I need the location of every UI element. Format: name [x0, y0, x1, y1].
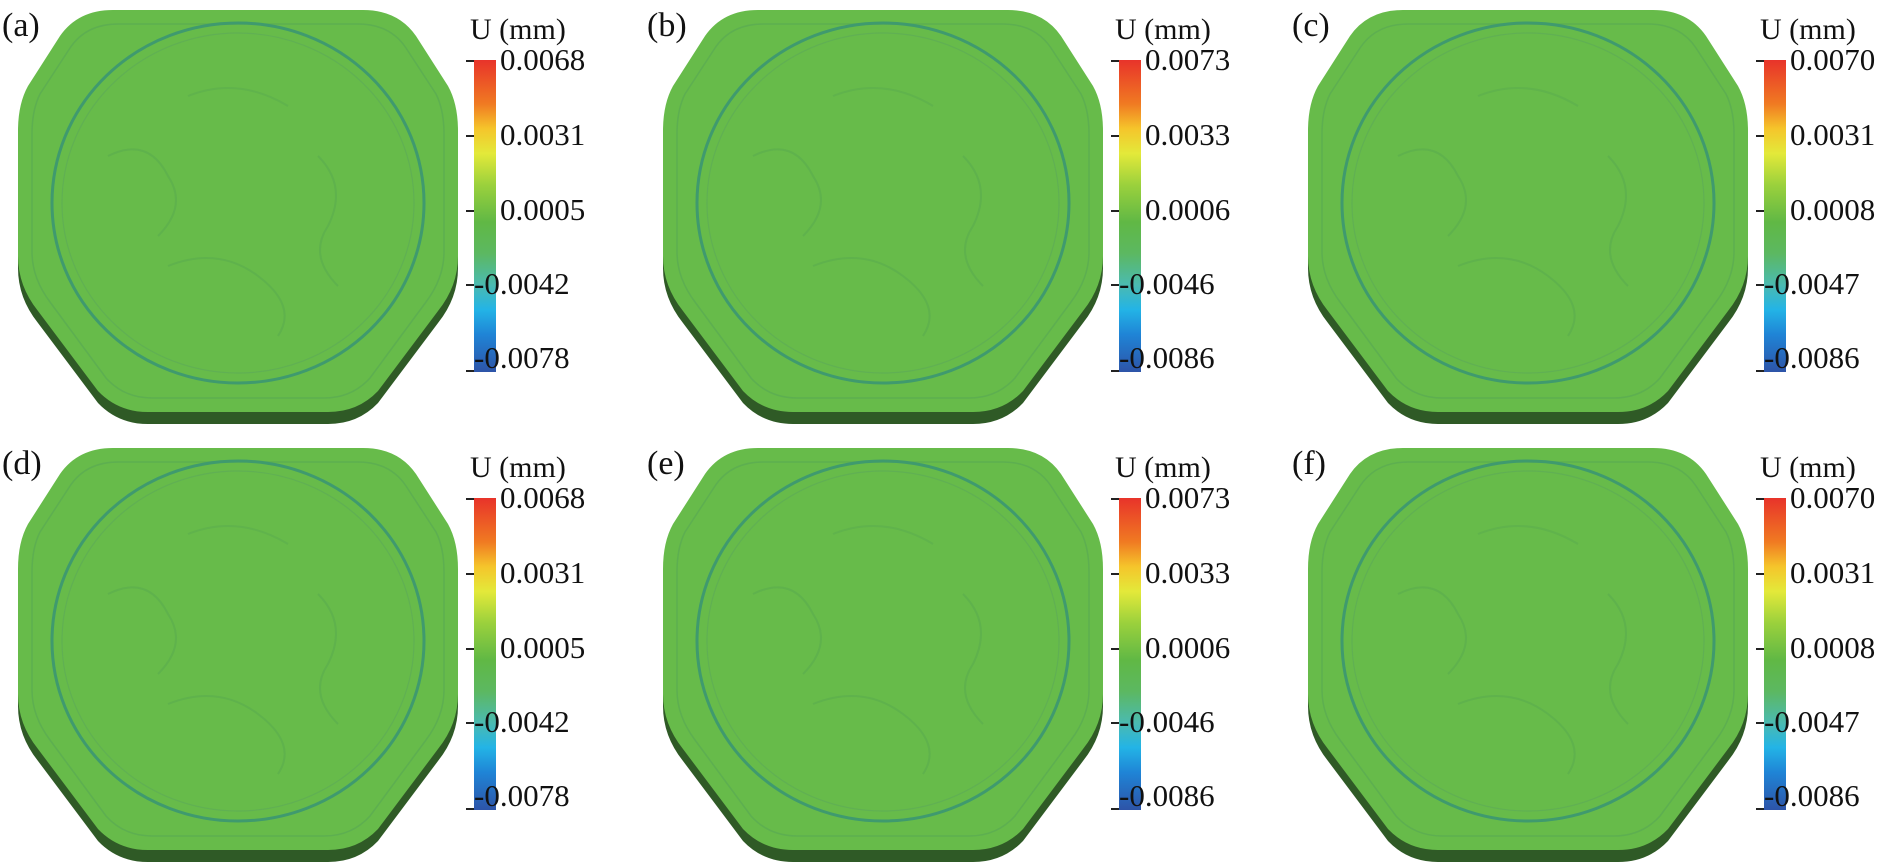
panel-label: (c): [1292, 7, 1330, 44]
displacement-contour-plate: [1308, 10, 1748, 424]
colorbar-tick: [1111, 722, 1119, 724]
colorbar-tick-label: -0.0078: [474, 340, 570, 375]
displacement-contour-plate: [18, 448, 458, 862]
colorbar-tick-label: 0.0068: [500, 480, 586, 515]
colorbar-tick: [466, 284, 474, 286]
displacement-contour-plate: [18, 10, 458, 424]
colorbar-tick: [1111, 135, 1119, 137]
colorbar-tick-label: 0.0031: [500, 117, 586, 152]
colorbar: [1119, 498, 1141, 810]
colorbar-tick: [466, 60, 474, 62]
colorbar-tick: [1756, 808, 1764, 810]
colorbar-tick-label: 0.0008: [1790, 192, 1876, 227]
colorbar-tick-label: -0.0086: [1764, 778, 1860, 813]
colorbar-tick-label: 0.0068: [500, 42, 586, 77]
colorbar-title: U (mm): [1115, 451, 1211, 484]
colorbar-tick-label: 0.0070: [1790, 42, 1876, 77]
colorbar-tick-label: 0.0070: [1790, 480, 1876, 515]
colorbar-tick: [466, 573, 474, 575]
colorbar-tick-label: 0.0008: [1790, 630, 1876, 665]
displacement-contour-plate: [1308, 448, 1748, 862]
colorbar-tick-label: -0.0042: [474, 266, 570, 301]
colorbar: [1764, 60, 1786, 372]
colorbar-title: U (mm): [470, 13, 566, 46]
colorbar-tick: [1111, 498, 1119, 500]
panel-d: (d) U (mm) 0.0068 0.0031 0.0005 -0.0042 -0.007…: [0, 438, 640, 868]
colorbar-tick-label: 0.0031: [500, 555, 586, 590]
panel-f: (f) U (mm) 0.0070 0.0031 0.0008 -0.0047 -0.008…: [1290, 438, 1900, 868]
colorbar-tick: [1756, 210, 1764, 212]
colorbar: [474, 498, 496, 810]
colorbar-title: U (mm): [1115, 13, 1211, 46]
colorbar-tick: [1111, 648, 1119, 650]
colorbar-tick: [1756, 722, 1764, 724]
panel-label: (a): [2, 7, 40, 44]
colorbar-tick-label: 0.0005: [500, 630, 586, 665]
colorbar-tick-label: -0.0047: [1764, 704, 1860, 739]
colorbar-tick: [1756, 370, 1764, 372]
panel-e: (e) U (mm) 0.0073 0.0033 0.0006 -0.0046 -0.008…: [645, 438, 1285, 868]
colorbar-tick-label: -0.0047: [1764, 266, 1860, 301]
colorbar-tick: [1756, 498, 1764, 500]
displacement-contour-plate: [663, 10, 1103, 424]
colorbar-tick-label: 0.0033: [1145, 555, 1231, 590]
colorbar-tick: [1756, 284, 1764, 286]
colorbar-tick-label: 0.0006: [1145, 630, 1231, 665]
colorbar-tick: [1756, 648, 1764, 650]
colorbar-tick: [1111, 284, 1119, 286]
colorbar-title: U (mm): [470, 451, 566, 484]
colorbar-tick-label: 0.0005: [500, 192, 586, 227]
colorbar-title: U (mm): [1760, 451, 1856, 484]
colorbar-tick: [466, 210, 474, 212]
panel-label: (b): [647, 7, 687, 44]
colorbar-tick-label: 0.0031: [1790, 117, 1876, 152]
colorbar-tick: [466, 135, 474, 137]
colorbar-tick-label: -0.0078: [474, 778, 570, 813]
colorbar-tick-label: 0.0073: [1145, 480, 1231, 515]
colorbar-tick: [1111, 210, 1119, 212]
colorbar-tick: [1111, 808, 1119, 810]
panel-label: (f): [1292, 445, 1326, 482]
colorbar-tick-label: 0.0033: [1145, 117, 1231, 152]
colorbar-tick: [466, 370, 474, 372]
displacement-contour-plate: [663, 448, 1103, 862]
colorbar-tick: [466, 498, 474, 500]
panel-b: (b) U (mm) 0.0073 0.0033 0.0006 -0.0046 -0.008…: [645, 0, 1285, 430]
colorbar-tick: [1756, 135, 1764, 137]
colorbar-tick-label: -0.0086: [1119, 778, 1215, 813]
colorbar-tick: [1756, 573, 1764, 575]
colorbar-tick-label: 0.0073: [1145, 42, 1231, 77]
colorbar-tick-label: 0.0031: [1790, 555, 1876, 590]
colorbar-title: U (mm): [1760, 13, 1856, 46]
colorbar: [1764, 498, 1786, 810]
colorbar-tick: [466, 648, 474, 650]
colorbar-tick-label: -0.0042: [474, 704, 570, 739]
colorbar-tick: [466, 808, 474, 810]
colorbar: [1119, 60, 1141, 372]
colorbar-tick-label: -0.0046: [1119, 704, 1215, 739]
colorbar-tick: [1756, 60, 1764, 62]
panel-a: (a) U (mm) 0.0068 0.0031 0.0005 -0.0042 -0.007…: [0, 0, 640, 430]
colorbar-tick: [466, 722, 474, 724]
panel-label: (e): [647, 445, 685, 482]
colorbar-tick: [1111, 60, 1119, 62]
colorbar-tick-label: -0.0086: [1119, 340, 1215, 375]
panel-label: (d): [2, 445, 42, 482]
colorbar-tick-label: 0.0006: [1145, 192, 1231, 227]
colorbar-tick: [1111, 573, 1119, 575]
colorbar-tick: [1111, 370, 1119, 372]
colorbar-tick-label: -0.0086: [1764, 340, 1860, 375]
panel-c: (c) U (mm) 0.0070 0.0031 0.0008 -0.0047 -0.008…: [1290, 0, 1900, 430]
colorbar-tick-label: -0.0046: [1119, 266, 1215, 301]
colorbar: [474, 60, 496, 372]
